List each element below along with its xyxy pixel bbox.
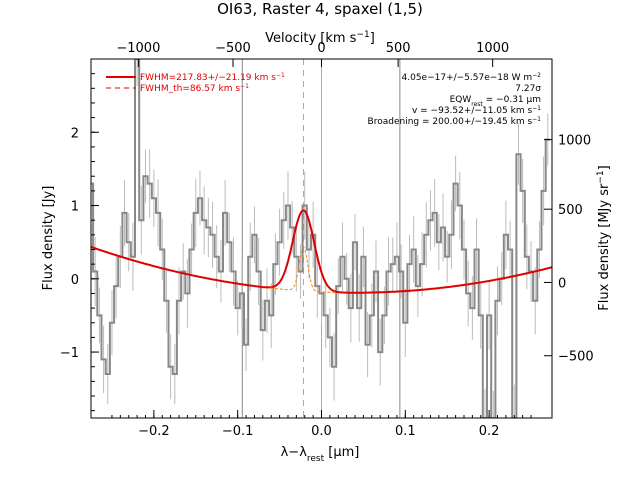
x-axis-label-sub: rest [307, 454, 325, 464]
annotation-eqw: EQWrest = −0.31 μm [450, 95, 541, 108]
legend-label-fwhm-th-main: FWHM_th=86.57 km s [140, 84, 240, 94]
x-tick-label-1: −0.1 [222, 424, 254, 439]
y-tick-label-3: 2 [71, 126, 79, 141]
legend-label-fwhm-th: FWHM_th=86.57 km s−1 [140, 83, 249, 95]
annotation-eqw-main: EQW [450, 95, 472, 105]
y-axis-label: Flux density [Jy] [41, 186, 56, 291]
x-tick-label-0: −0.2 [138, 424, 170, 439]
annotation-broadening-main: Broadening = 200.00+/−19.45 km s [368, 117, 533, 127]
right-tick-label-0: −500 [558, 350, 594, 365]
x-tick-label-2: 0.0 [311, 424, 332, 439]
legend-label-fwhm-main: FWHM=217.83+/−21.19 km s [140, 73, 276, 83]
annotation-broadening-sup: −1 [532, 116, 541, 123]
right-tick-label-2: 500 [558, 203, 583, 218]
top-tick-label-4: 1000 [476, 41, 509, 56]
top-axis-label-end: ] [370, 31, 375, 46]
annotation-flux-sup: −2 [532, 72, 541, 79]
right-axis-label: Flux density [MJy sr−1] [596, 165, 612, 310]
annotation-broadening: Broadening = 200.00+/−19.45 km s−1 [368, 116, 542, 128]
right-tick-label-3: 1000 [558, 134, 591, 149]
spectrum-line [91, 59, 550, 418]
plot-area [91, 59, 552, 418]
x-tick-label-4: 0.2 [479, 424, 500, 439]
y-tick-label-1: 0 [71, 273, 79, 288]
legend-label-fwhm-th-sup: −1 [240, 83, 249, 90]
annotation-velocity-main: v = −93.52+/−11.05 km s [412, 106, 532, 116]
top-axis-label: Velocity [km s−1] [265, 30, 375, 46]
right-axis-label-sup: −1 [596, 170, 606, 183]
x-tick-label-3: 0.1 [395, 424, 416, 439]
fit-line [91, 209, 552, 294]
top-axis-label-main: Velocity [km s [265, 31, 357, 46]
legend-label-fwhm: FWHM=217.83+/−21.19 km s−1 [140, 72, 285, 84]
annotation-flux: 4.05e−17+/−5.57e−18 W m−2 [402, 72, 542, 84]
chart-title: OI63, Raster 4, spaxel (1,5) [217, 0, 423, 18]
top-tick-label-3: 500 [386, 41, 411, 56]
thermal-line [270, 246, 337, 293]
annotation-flux-main: 4.05e−17+/−5.57e−18 W m [402, 73, 533, 83]
right-axis-label-main: Flux density [MJy sr [597, 183, 612, 311]
right-tick-label-1: 0 [558, 276, 566, 291]
right-axis-label-end: ] [597, 165, 612, 170]
top-tick-label-1: −500 [215, 41, 251, 56]
annotation-velocity: v = −93.52+/−11.05 km s−1 [412, 105, 541, 117]
x-axis-label: λ−λrest [μm] [281, 445, 360, 464]
top-tick-label-0: −1000 [116, 41, 160, 56]
y-tick-label-0: −1 [60, 346, 79, 361]
top-tick-label-2: 0 [317, 41, 325, 56]
annotation-eqw-sub: rest [471, 101, 483, 108]
plot-content [91, 59, 552, 418]
x-axis-label-unit: [μm] [324, 445, 359, 460]
annotations: 4.05e−17+/−5.57e−18 W m−2 7.27σ EQWrest … [368, 72, 542, 128]
x-axis-label-main: λ−λ [281, 445, 308, 460]
top-axis-label-sup: −1 [356, 30, 369, 40]
annotation-sigma: 7.27σ [515, 84, 541, 94]
y-tick-label-2: 1 [71, 200, 79, 215]
annotation-eqw-value: = −0.31 μm [483, 95, 541, 105]
annotation-velocity-sup: −1 [532, 105, 541, 112]
legend: FWHM=217.83+/−21.19 km s−1 FWHM_th=86.57… [106, 72, 285, 95]
legend-label-fwhm-sup: −1 [276, 72, 285, 79]
axis-ticks: −0.2 −0.1 0.0 0.1 0.2 −1 0 1 2 −1000 −500 0 500 1000 −… [60, 41, 594, 439]
